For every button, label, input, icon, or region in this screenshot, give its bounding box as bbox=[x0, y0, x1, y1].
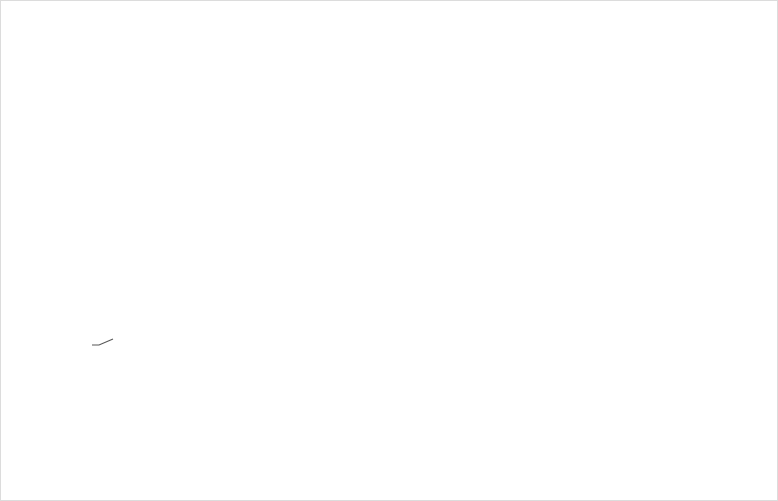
leader-line-green bbox=[92, 338, 114, 346]
